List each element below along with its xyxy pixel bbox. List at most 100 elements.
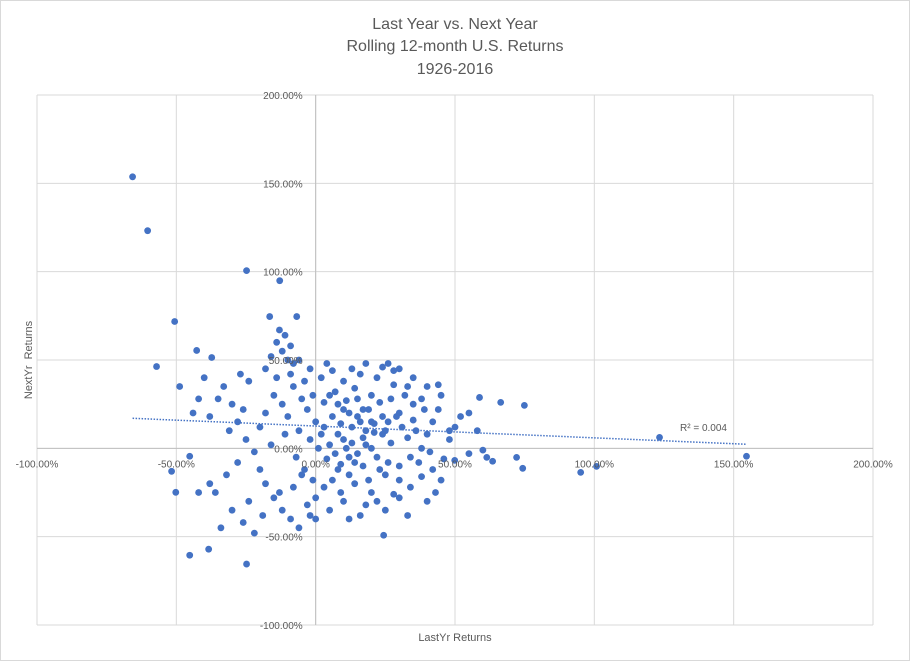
data-point [520,402,528,409]
data-point [398,423,406,431]
data-point [351,384,359,392]
data-point [426,448,434,456]
tick-labels: -100.00% -50.00% 0.00% 50.00% 100.00% 150.00%… [16,91,893,632]
data-point [214,395,222,403]
data-point [465,409,473,417]
data-point [395,462,403,470]
y-tick-label: 200.00% [263,91,303,102]
data-point [362,360,370,367]
data-point [476,394,483,401]
data-point [278,400,286,408]
data-point [356,418,364,426]
data-point [293,313,301,320]
data-point [376,399,384,406]
data-point [245,497,253,505]
data-point [312,494,320,502]
data-point [301,466,308,473]
data-point [437,476,445,484]
data-point [172,488,180,496]
x-tick-label: -50.00% [158,459,195,470]
data-point [278,506,286,514]
data-point [320,399,328,406]
data-point [354,413,361,420]
data-point [243,267,250,275]
data-point [440,455,448,463]
data-point [245,377,253,385]
data-point [243,560,250,568]
data-point [423,430,431,438]
data-point [473,427,481,435]
x-tick-label: 100.00% [575,459,615,470]
data-point [331,450,339,458]
data-point [446,436,453,443]
data-point [404,383,412,390]
data-point [359,462,367,470]
data-point [348,439,356,447]
data-point [337,460,345,468]
data-point [365,406,373,413]
data-point [340,377,347,385]
data-point [234,459,242,466]
data-point [206,413,214,420]
data-point [593,462,600,470]
y-tick-label: 150.00% [263,179,303,190]
data-point [171,318,179,325]
x-tick-label: -100.00% [16,459,59,470]
data-point [284,356,292,364]
data-point [395,365,403,373]
data-point [273,374,281,382]
data-point [423,383,431,390]
data-point [267,353,275,360]
chart-title-line-1: Last Year vs. Next Year [372,16,538,33]
data-point [519,464,527,472]
x-tick-label: 200.00% [853,459,893,470]
data-point [407,483,414,491]
data-point [256,466,264,473]
data-point [432,489,439,496]
data-point [186,551,194,559]
data-point [287,370,294,378]
data-point [387,395,395,403]
data-point [415,459,423,466]
data-point [340,436,347,443]
data-point [379,430,386,438]
data-point [281,430,289,438]
data-point [195,395,203,403]
data-point [381,506,389,514]
data-point [407,453,414,461]
data-point [228,506,236,514]
data-point [409,374,417,382]
data-point [217,524,225,532]
data-point [289,360,297,367]
data-point [401,391,409,399]
data-point [337,420,345,427]
data-point [345,515,353,523]
data-point [379,413,386,420]
data-point [281,331,289,339]
data-point [384,418,392,426]
data-point [345,471,353,479]
data-point [373,497,381,505]
data-point [237,370,244,378]
data-point [298,471,306,479]
data-point [195,489,203,496]
data-point [176,383,184,390]
data-point [328,413,336,420]
data-point [380,531,388,539]
data-point [266,313,274,320]
chart-title-line-2: Rolling 12-month U.S. Returns [347,38,564,55]
data-point [368,444,375,452]
data-point [370,420,378,427]
data-point [342,397,350,405]
data-point [418,444,425,452]
data-point [404,434,412,442]
data-point [483,453,491,461]
data-point [295,524,303,532]
data-point [309,476,317,484]
data-point [429,418,437,426]
data-point [270,391,278,399]
data-point [309,391,317,399]
data-point [337,489,345,496]
data-point [234,418,242,426]
